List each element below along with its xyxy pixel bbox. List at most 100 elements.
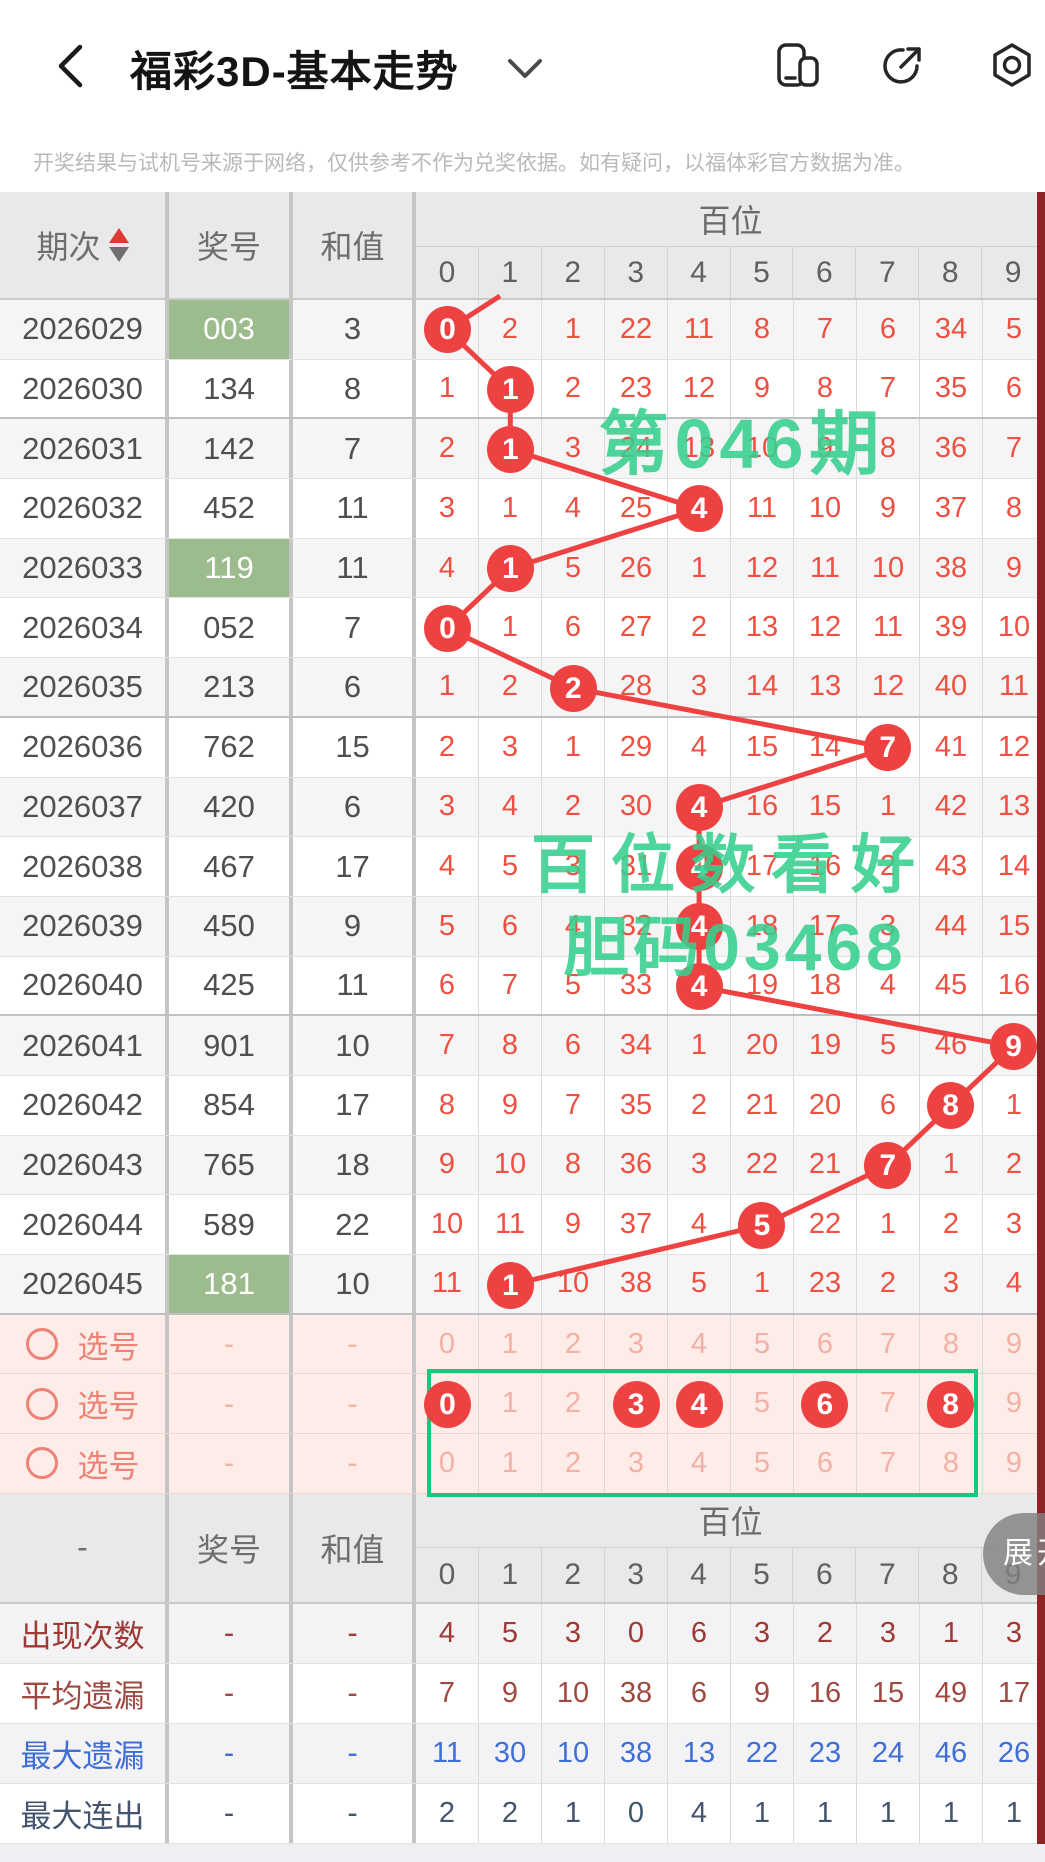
sum-cell: 17 (335, 1087, 370, 1123)
sort-up-icon (108, 228, 129, 243)
sum-cell: 10 (335, 1027, 370, 1063)
next-section-strip (1037, 192, 1045, 1844)
pick-digit-cell[interactable]: 4 (668, 1434, 731, 1493)
miss-cell: 11 (857, 598, 920, 658)
prize-number-cell: 181 (169, 1255, 289, 1313)
miss-cell: 37 (605, 1195, 668, 1254)
miss-cell: 1 (542, 300, 605, 359)
sum-header: 和值 (320, 1531, 385, 1568)
column-divider (412, 1493, 416, 1602)
back-icon[interactable] (52, 42, 86, 90)
miss-cell: 7 (479, 956, 542, 1015)
miss-cell: 26 (605, 538, 668, 598)
column-divider (412, 1603, 416, 1663)
stats-value-cell: 10 (542, 1663, 605, 1723)
pick-digit-cell[interactable]: 2 (542, 1434, 605, 1493)
miss-cell: 11 (479, 1195, 542, 1254)
pick-digit-cell[interactable]: 1 (479, 1374, 542, 1434)
stats-value-cell: 0 (605, 1603, 668, 1663)
stats-value-cell: 7 (416, 1663, 479, 1723)
digit-header: 8 (919, 247, 983, 298)
dropdown-caret-icon[interactable] (505, 56, 545, 82)
top-bar: 福彩3D-基本走势 (0, 0, 1045, 120)
pick-digit-cell[interactable]: 1 (479, 1314, 542, 1374)
miss-cell: 11 (794, 538, 857, 598)
pick-digit-cell[interactable]: 7 (857, 1374, 920, 1434)
pick-selector[interactable]: 选号 (0, 1374, 165, 1433)
pick-digit-cell[interactable]: 3 (605, 1314, 668, 1374)
miss-cell: 14 (731, 658, 794, 716)
floating-window-icon[interactable] (776, 42, 822, 88)
miss-cell: 2 (1005, 1148, 1023, 1181)
digit-header: 5 (731, 247, 794, 298)
miss-cell: 20 (731, 1016, 794, 1075)
stats-value-cell: 11 (416, 1723, 479, 1783)
miss-cell: 8 (479, 1016, 542, 1075)
table-row: 2026035 213 6 1 2 28 3 14 13 12 40 11 (0, 658, 1045, 718)
pick-digit-cell[interactable]: 7 (857, 1314, 920, 1374)
stats-row: 平均遗漏 - -7 9 10 38 6 9 16 15 49 17 (0, 1663, 1045, 1724)
miss-cell: 46 (920, 1016, 983, 1075)
pick-digit-cell[interactable]: 6 (794, 1434, 857, 1493)
pick-ball: 3 (612, 1380, 660, 1428)
stats-row: 出现次数 - -4 5 3 0 6 3 2 3 1 3 (0, 1603, 1045, 1664)
trend-ball: 4 (675, 485, 723, 533)
pick-digit-cell[interactable]: 0 (416, 1314, 479, 1374)
pick-digit-cell[interactable]: 9 (1005, 1327, 1023, 1360)
miss-cell: 34 (920, 300, 983, 359)
pick-radio-icon[interactable] (25, 1387, 58, 1420)
pick-digit-cell[interactable]: 5 (731, 1314, 794, 1374)
miss-cell: 5 (668, 1255, 731, 1313)
sum-cell: 10 (335, 1265, 370, 1301)
period-cell: 2026041 (22, 1027, 143, 1063)
miss-cell: 1 (479, 598, 542, 658)
pick-selector[interactable]: 选号 (0, 1434, 165, 1493)
pick-digit-cell[interactable]: 3 (605, 1434, 668, 1493)
pick-digit-cell[interactable]: 5 (731, 1434, 794, 1493)
stats-value-cell: 30 (479, 1723, 542, 1783)
sort-down-icon (108, 247, 129, 262)
pick-radio-icon[interactable] (25, 1328, 58, 1361)
period-header[interactable]: 期次 (0, 192, 165, 298)
miss-cell: 2 (920, 1195, 983, 1254)
miss-cell: 1 (668, 1016, 731, 1075)
miss-cell: 15 (997, 909, 1031, 942)
stats-value-cell: 1 (920, 1603, 983, 1663)
pick-digit-cell[interactable]: 8 (920, 1434, 983, 1493)
pick-digit-cell[interactable]: 6 (794, 1314, 857, 1374)
pick-digit-cell[interactable]: 4 (668, 1314, 731, 1374)
pick-digit-cell[interactable]: 2 (542, 1374, 605, 1434)
sort-icon[interactable] (108, 228, 129, 262)
pick-digit-cell[interactable]: 8 (920, 1314, 983, 1374)
prize-number-cell: 003 (169, 300, 289, 359)
share-icon[interactable] (879, 42, 925, 88)
sum-cell: 6 (343, 668, 362, 704)
miss-cell: 6 (857, 1075, 920, 1135)
pick-digit-cell[interactable]: 0 (416, 1434, 479, 1493)
miss-cell: 10 (857, 538, 920, 598)
column-divider (165, 1783, 169, 1843)
expand-button[interactable]: 展开 (983, 1513, 1045, 1595)
column-divider (165, 1603, 169, 1663)
pick-digit-cell[interactable]: 7 (857, 1434, 920, 1493)
sum-cell: 3 (343, 311, 362, 347)
pick-radio-icon[interactable] (25, 1447, 58, 1480)
miss-cell: 1 (416, 359, 479, 418)
pick-digit-cell[interactable]: 2 (542, 1314, 605, 1374)
pick-selector[interactable]: 选号 (0, 1315, 165, 1374)
digit-header: 2 (542, 1547, 605, 1602)
pick-digit-cell[interactable]: 9 (1005, 1387, 1023, 1420)
miss-cell: 8 (542, 1135, 605, 1195)
stats-value-cell: 4 (668, 1783, 731, 1843)
column-divider (165, 192, 169, 298)
pick-digit-cell[interactable]: 1 (479, 1434, 542, 1493)
pick-digit-cell[interactable]: 5 (731, 1374, 794, 1434)
disclaimer-text: 开奖结果与试机号来源于网络，仅供参考不作为兑奖依据。如有疑问，以福体彩官方数据为… (33, 152, 915, 175)
stats-row: 最大遗漏 - - 11 30 10 38 13 22 23 24 46 26 (0, 1723, 1045, 1784)
digit-header: 6 (793, 1547, 857, 1602)
pick-digit-cell[interactable]: 9 (1005, 1446, 1023, 1479)
miss-grid: 1 2 28 3 14 13 12 40 11 (416, 658, 1045, 716)
settings-icon[interactable] (989, 42, 1035, 88)
table-row: 2026042 854 17 8 9 7 35 2 21 20 6 1 (0, 1075, 1045, 1136)
